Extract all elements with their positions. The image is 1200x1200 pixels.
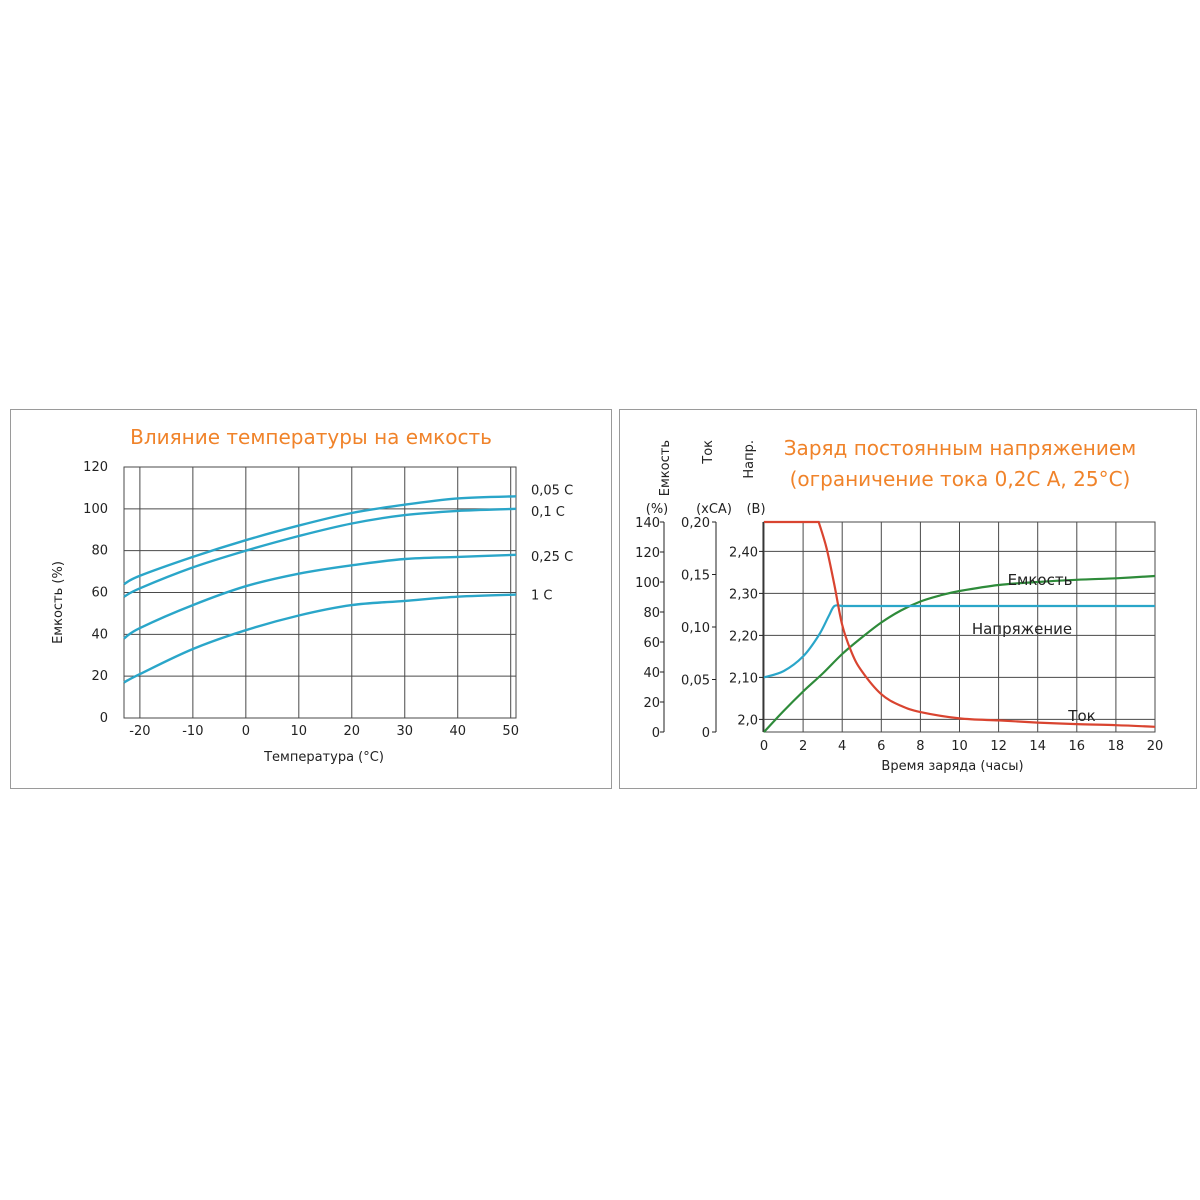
y-tick-label: 0,05 xyxy=(681,674,710,689)
series-label: Ток xyxy=(1067,707,1095,725)
x-tick-label: 16 xyxy=(1069,739,1086,754)
temperature-capacity-chart-panel: Влияние температуры на емкость -20 -10 0 10 2… xyxy=(10,409,612,789)
y-tick-label: 0,15 xyxy=(681,569,710,584)
y-tick-label: 2,40 xyxy=(729,545,758,560)
y-axis-unit: (xCA) xyxy=(696,502,732,517)
temperature-capacity-chart: Влияние температуры на емкость -20 -10 0 10 2… xyxy=(51,425,573,765)
constant-voltage-charge-chart-panel: Заряд постоянным напряжением (ограничение… xyxy=(619,409,1197,789)
series-label: 0,05 С xyxy=(531,483,573,498)
x-tick-label: -20 xyxy=(129,724,150,739)
y-tick-label: 2,30 xyxy=(729,587,758,602)
y-tick-label: 0,10 xyxy=(681,621,710,636)
y-tick-label: 2,10 xyxy=(729,671,758,686)
x-tick-label: 2 xyxy=(799,739,807,754)
y-tick-label: 120 xyxy=(83,460,108,475)
x-tick-label: 14 xyxy=(1029,739,1046,754)
series-label: Емкость xyxy=(1008,571,1073,589)
x-tick-label: -10 xyxy=(182,724,203,739)
y-tick-label: 80 xyxy=(643,606,660,621)
series-label: 0,1 С xyxy=(531,505,565,520)
x-tick-label: 20 xyxy=(344,724,361,739)
y-axis-unit: (%) xyxy=(646,502,669,517)
y-axis-title: Напр. xyxy=(742,440,757,479)
series-line xyxy=(764,520,1156,728)
x-axis-label: Температура (°С) xyxy=(263,750,384,765)
y-tick-label: 2,0 xyxy=(737,713,758,728)
y-axis-unit: (В) xyxy=(746,502,765,517)
y-tick-label: 100 xyxy=(635,576,660,591)
y-axis-title: Ток xyxy=(701,440,716,465)
x-tick-label: 6 xyxy=(877,739,885,754)
y-tick-label: 20 xyxy=(643,696,660,711)
y-axis-label: Емкость (%) xyxy=(51,561,66,644)
series-label: Напряжение xyxy=(972,620,1072,638)
y-tick-label: 80 xyxy=(91,544,108,559)
x-tick-label: 0 xyxy=(242,724,250,739)
chart-title: Влияние температуры на емкость xyxy=(130,425,492,449)
y-tick-label: 40 xyxy=(91,627,108,642)
x-tick-label: 20 xyxy=(1147,739,1164,754)
y-tick-label: 60 xyxy=(91,586,108,601)
x-tick-label: 8 xyxy=(916,739,924,754)
chart-title: Заряд постоянным напряжением xyxy=(784,436,1137,460)
x-axis-label: Время заряда (часы) xyxy=(881,759,1023,774)
x-tick-label: 40 xyxy=(449,724,466,739)
x-tick-label: 4 xyxy=(838,739,846,754)
y-tick-label: 0,20 xyxy=(681,516,710,531)
chart-subtitle: (ограничение тока 0,2С А, 25°С) xyxy=(790,467,1131,491)
y-tick-label: 120 xyxy=(635,546,660,561)
y-tick-label: 20 xyxy=(91,669,108,684)
y-tick-label: 40 xyxy=(643,666,660,681)
x-tick-label: 30 xyxy=(396,724,413,739)
series-line xyxy=(123,553,517,640)
series-line xyxy=(123,507,517,598)
y-axis-title: Емкость xyxy=(658,440,673,496)
constant-voltage-charge-chart: Заряд постоянным напряжением (ограничение… xyxy=(635,436,1164,774)
series-label: 0,25 С xyxy=(531,550,573,565)
x-tick-label: 0 xyxy=(760,739,768,754)
y-tick-label: 0 xyxy=(702,726,710,741)
x-tick-label: 10 xyxy=(291,724,308,739)
series-label: 1 С xyxy=(531,589,552,604)
y-tick-label: 140 xyxy=(635,516,660,531)
y-tick-label: 0 xyxy=(652,726,660,741)
series-line xyxy=(123,593,517,684)
y-tick-label: 0 xyxy=(100,711,108,726)
series-line xyxy=(123,495,517,586)
y-tick-label: 60 xyxy=(643,636,660,651)
x-tick-label: 12 xyxy=(990,739,1007,754)
y-tick-label: 100 xyxy=(83,502,108,517)
x-tick-label: 50 xyxy=(502,724,519,739)
x-tick-label: 10 xyxy=(951,739,968,754)
series-line xyxy=(763,604,1155,679)
y-tick-label: 2,20 xyxy=(729,629,758,644)
x-tick-label: 18 xyxy=(1108,739,1125,754)
